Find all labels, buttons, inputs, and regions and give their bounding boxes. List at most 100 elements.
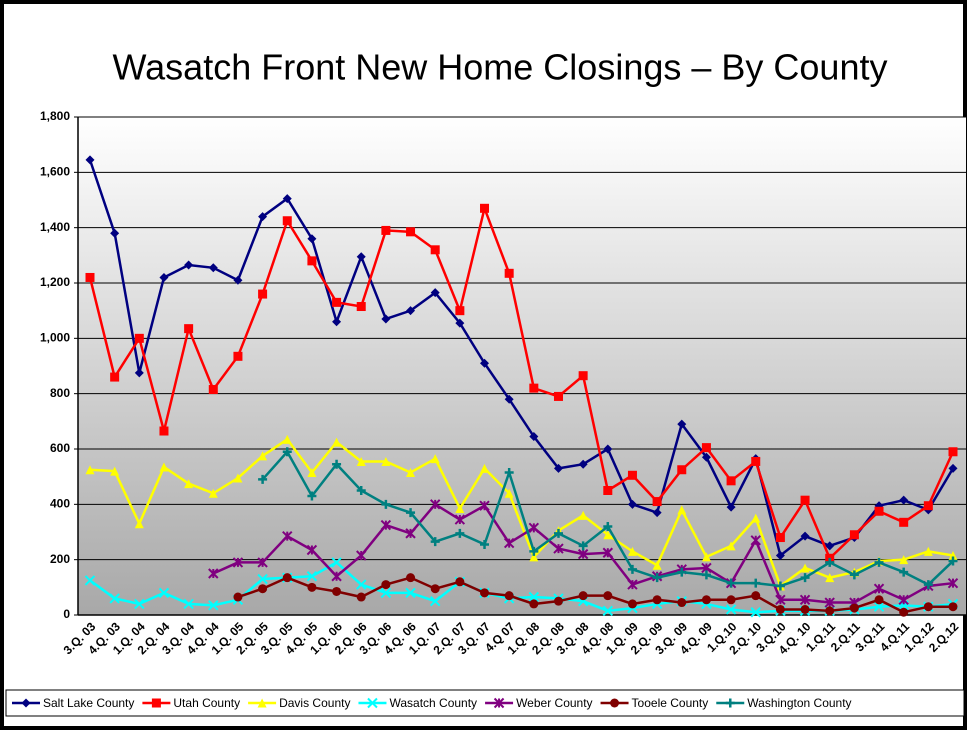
marker: [306, 544, 318, 556]
marker: [332, 317, 342, 327]
marker: [899, 607, 909, 617]
marker: [726, 502, 736, 512]
marker: [529, 383, 539, 393]
marker: [356, 486, 366, 495]
marker: [825, 573, 835, 583]
marker: [800, 495, 810, 505]
marker: [454, 514, 466, 525]
y-tick-label: 800: [50, 386, 70, 400]
marker: [429, 499, 441, 510]
marker: [258, 474, 268, 484]
marker: [151, 698, 161, 708]
marker: [405, 528, 416, 539]
marker: [258, 289, 268, 299]
marker: [282, 216, 292, 226]
y-tick-label: 600: [50, 441, 70, 455]
marker: [603, 530, 613, 540]
marker: [356, 579, 367, 590]
marker: [627, 579, 638, 590]
marker: [751, 456, 761, 466]
marker: [750, 535, 761, 546]
marker: [577, 548, 589, 560]
legend-label: Tooele County: [632, 696, 709, 710]
legend-label: Washington County: [747, 696, 851, 710]
marker: [110, 228, 120, 238]
marker: [874, 595, 884, 605]
marker: [455, 503, 465, 513]
marker: [134, 519, 144, 529]
marker: [529, 432, 539, 442]
marker: [553, 391, 563, 401]
marker: [356, 252, 366, 262]
marker: [899, 555, 909, 565]
marker: [627, 599, 637, 609]
y-tick-label: 1,600: [40, 165, 70, 179]
marker: [800, 531, 810, 541]
marker: [849, 570, 859, 580]
y-tick-label: 200: [50, 552, 70, 566]
marker: [923, 501, 933, 511]
marker: [282, 434, 292, 444]
marker: [799, 594, 811, 605]
marker: [627, 564, 637, 574]
marker: [504, 394, 514, 404]
marker: [825, 557, 835, 567]
marker: [725, 604, 737, 615]
marker: [701, 595, 711, 605]
marker: [381, 314, 391, 324]
marker: [381, 225, 391, 235]
marker: [528, 522, 540, 534]
marker: [134, 368, 144, 378]
marker: [381, 499, 391, 509]
marker: [356, 456, 366, 466]
marker: [652, 497, 662, 507]
marker: [159, 426, 169, 436]
marker: [529, 546, 539, 556]
marker: [430, 537, 440, 547]
marker: [948, 551, 958, 561]
marker: [332, 459, 342, 469]
marker: [610, 698, 620, 708]
marker: [134, 598, 145, 610]
marker: [677, 505, 687, 515]
marker: [529, 552, 539, 562]
marker: [899, 567, 909, 577]
marker: [529, 599, 539, 609]
marker: [923, 546, 933, 556]
series-line: [88, 159, 955, 558]
marker: [578, 459, 588, 469]
marker: [652, 595, 662, 605]
marker: [874, 506, 884, 516]
marker: [898, 594, 909, 605]
marker: [726, 476, 736, 486]
marker: [307, 468, 317, 478]
marker: [627, 470, 637, 480]
marker: [233, 592, 243, 602]
series-line: [88, 204, 955, 561]
marker: [208, 568, 219, 579]
marker: [184, 260, 194, 270]
marker: [775, 551, 785, 561]
marker: [208, 488, 218, 498]
marker: [356, 592, 366, 602]
marker: [480, 358, 490, 368]
marker: [184, 324, 194, 334]
marker: [381, 580, 391, 590]
marker: [578, 591, 588, 601]
y-tick-label: 1,400: [40, 220, 70, 234]
marker: [405, 587, 416, 599]
marker: [603, 444, 613, 454]
marker: [332, 297, 342, 307]
legend: Salt Lake County Utah County Davis County W…: [5, 689, 965, 717]
marker: [775, 581, 785, 591]
marker: [701, 452, 711, 462]
marker: [367, 697, 378, 709]
marker: [307, 491, 317, 501]
marker: [282, 573, 292, 583]
marker: [307, 582, 317, 592]
marker: [430, 454, 440, 464]
marker: [677, 598, 687, 608]
marker: [652, 573, 662, 583]
marker: [282, 447, 292, 457]
